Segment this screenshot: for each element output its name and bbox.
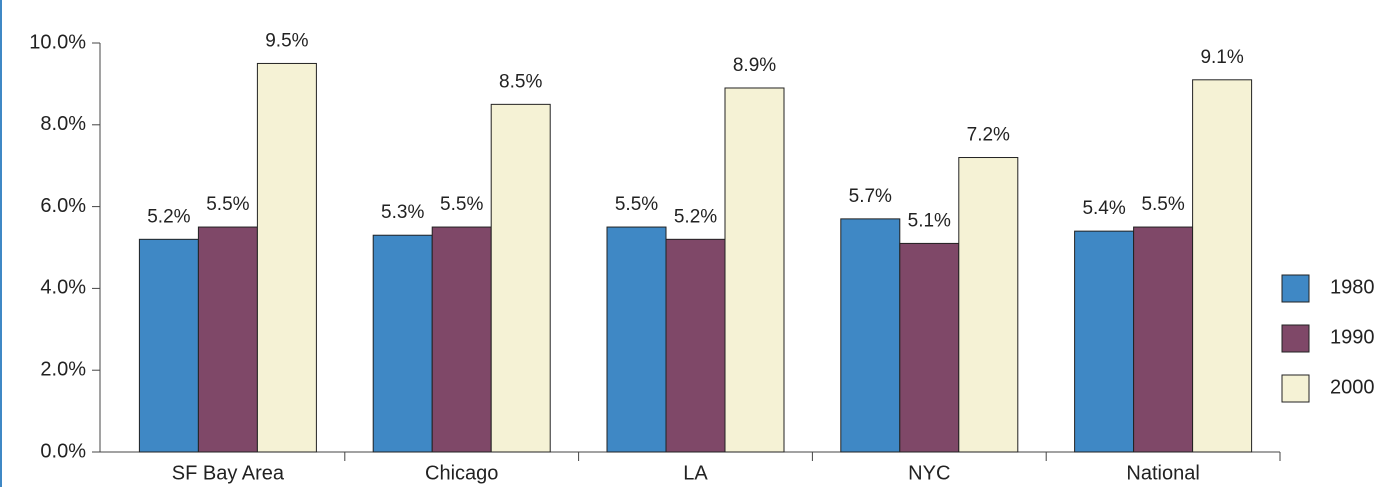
value-label: 5.2% xyxy=(147,206,190,227)
y-tick-label: 4.0% xyxy=(40,277,86,299)
y-tick-label: 8.0% xyxy=(40,113,86,135)
bar xyxy=(256,62,317,453)
legend-label: 1990 xyxy=(1330,326,1375,348)
bar xyxy=(1074,230,1135,453)
legend-swatch xyxy=(1281,274,1310,303)
y-tick-label: 6.0% xyxy=(40,195,86,217)
value-label: 8.9% xyxy=(733,55,776,76)
value-label: 5.5% xyxy=(440,194,483,215)
bar xyxy=(958,157,1019,453)
value-label: 9.1% xyxy=(1200,47,1243,68)
bar xyxy=(606,226,667,453)
bar xyxy=(665,238,726,453)
legend-swatch xyxy=(1281,374,1310,403)
bar xyxy=(1133,226,1194,453)
y-tick-label: 0.0% xyxy=(40,440,86,462)
value-label: 8.5% xyxy=(499,71,542,92)
value-label: 9.5% xyxy=(265,30,308,51)
bar xyxy=(372,234,433,453)
x-tick-label: LA xyxy=(683,462,708,484)
bar xyxy=(431,226,492,453)
bar xyxy=(724,87,785,453)
legend-label: 1980 xyxy=(1330,276,1375,298)
bar xyxy=(840,218,901,453)
bar xyxy=(899,242,960,453)
value-label: 5.5% xyxy=(206,194,249,215)
x-tick-label: Chicago xyxy=(425,462,498,484)
bar xyxy=(490,103,551,453)
value-label: 5.1% xyxy=(908,210,951,231)
value-label: 5.5% xyxy=(1141,194,1184,215)
value-label: 5.5% xyxy=(615,194,658,215)
legend-label: 2000 xyxy=(1330,376,1375,398)
value-label: 5.4% xyxy=(1082,198,1125,219)
y-tick-label: 10.0% xyxy=(29,31,86,53)
x-tick-label: NYC xyxy=(908,462,950,484)
bar xyxy=(1192,79,1253,453)
x-tick-label: National xyxy=(1126,462,1199,484)
x-tick-label: SF Bay Area xyxy=(172,462,285,484)
legend-swatch xyxy=(1281,324,1310,353)
value-label: 5.3% xyxy=(381,202,424,223)
value-label: 5.7% xyxy=(849,186,892,207)
value-label: 7.2% xyxy=(967,125,1010,146)
value-label: 5.2% xyxy=(674,206,717,227)
bar xyxy=(197,226,258,453)
bar xyxy=(138,238,199,453)
y-tick-label: 2.0% xyxy=(40,358,86,380)
